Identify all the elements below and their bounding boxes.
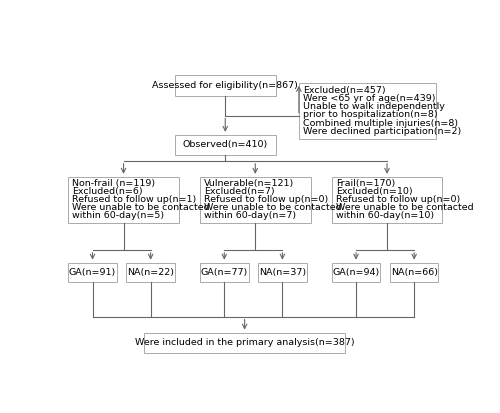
Text: Were unable to be contacted: Were unable to be contacted <box>72 203 210 212</box>
Text: GA(n=91): GA(n=91) <box>69 268 116 277</box>
Text: Excluded(n=6): Excluded(n=6) <box>72 188 143 196</box>
Text: GA(n=77): GA(n=77) <box>200 268 248 277</box>
Text: Refused to follow up(n=1): Refused to follow up(n=1) <box>72 195 196 204</box>
Text: Non-frail (n=119): Non-frail (n=119) <box>72 179 156 188</box>
FancyBboxPatch shape <box>258 263 306 282</box>
Text: Excluded(n=7): Excluded(n=7) <box>204 188 274 196</box>
Text: Refused to follow up(n=0): Refused to follow up(n=0) <box>204 195 328 204</box>
Text: within 60-day(n=5): within 60-day(n=5) <box>72 211 164 220</box>
Text: NA(n=22): NA(n=22) <box>127 268 174 277</box>
Text: prior to hospitalization(n=8): prior to hospitalization(n=8) <box>303 110 438 119</box>
Text: Refused to follow up(n=0): Refused to follow up(n=0) <box>336 195 460 204</box>
Text: Vulnerable(n=121): Vulnerable(n=121) <box>204 179 294 188</box>
FancyBboxPatch shape <box>68 177 179 223</box>
FancyBboxPatch shape <box>175 135 276 154</box>
Text: NA(n=66): NA(n=66) <box>390 268 438 277</box>
Text: NA(n=37): NA(n=37) <box>259 268 306 277</box>
Text: Were unable to be contacted: Were unable to be contacted <box>336 203 473 212</box>
Text: Excluded(n=10): Excluded(n=10) <box>336 188 412 196</box>
Text: Observed(n=410): Observed(n=410) <box>182 140 268 149</box>
FancyBboxPatch shape <box>390 263 438 282</box>
Text: within 60-day(n=10): within 60-day(n=10) <box>336 211 434 220</box>
Text: GA(n=94): GA(n=94) <box>332 268 380 277</box>
FancyBboxPatch shape <box>175 75 276 96</box>
Text: Combined multiple injuries(n=8): Combined multiple injuries(n=8) <box>303 119 458 128</box>
Text: Assessed for eligibility(n=867): Assessed for eligibility(n=867) <box>152 81 298 90</box>
FancyBboxPatch shape <box>68 263 117 282</box>
Text: Frail(n=170): Frail(n=170) <box>336 179 395 188</box>
FancyBboxPatch shape <box>144 332 346 353</box>
Text: Excluded(n=457): Excluded(n=457) <box>303 86 386 95</box>
FancyBboxPatch shape <box>200 263 248 282</box>
FancyBboxPatch shape <box>332 177 442 223</box>
FancyBboxPatch shape <box>299 83 436 139</box>
Text: Unable to walk independently: Unable to walk independently <box>303 102 444 111</box>
Text: Were declined participation(n=2): Were declined participation(n=2) <box>303 127 461 136</box>
FancyBboxPatch shape <box>126 263 175 282</box>
Text: Were <65 yr of age(n=439): Were <65 yr of age(n=439) <box>303 94 435 103</box>
FancyBboxPatch shape <box>332 263 380 282</box>
FancyBboxPatch shape <box>200 177 310 223</box>
Text: Were included in the primary analysis(n=387): Were included in the primary analysis(n=… <box>135 338 354 347</box>
Text: within 60-day(n=7): within 60-day(n=7) <box>204 211 296 220</box>
Text: Were unable to be contacted: Were unable to be contacted <box>204 203 342 212</box>
